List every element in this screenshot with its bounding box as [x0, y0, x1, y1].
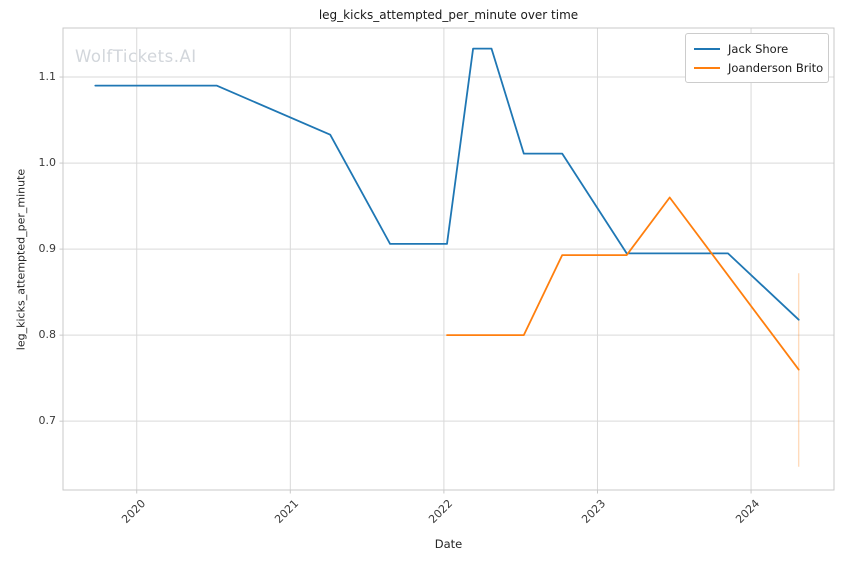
watermark: WolfTickets.AI	[75, 47, 197, 66]
series-line-joanderson-brito	[446, 196, 800, 371]
y-tick-label: 1.1	[38, 70, 57, 84]
legend-item-jack-shore: Jack Shore	[692, 39, 821, 58]
y-tick-label: 1.0	[38, 156, 57, 170]
y-tick-label: 0.9	[38, 242, 57, 256]
chart-title: leg_kicks_attempted_per_minute over time	[318, 8, 579, 22]
legend: Jack Shore Joanderson Brito	[685, 33, 829, 83]
y-tick-label: 0.8	[38, 328, 57, 342]
legend-line-sample-joanderson-brito	[694, 66, 720, 69]
plot-border	[62, 27, 835, 491]
series-line-jack-shore	[94, 47, 800, 321]
legend-label: Joanderson Brito	[728, 60, 824, 75]
y-axis-label: leg_kicks_attempted_per_minute	[14, 168, 28, 351]
legend-line-sample-jack-shore	[694, 47, 720, 50]
legend-item-joanderson-brito: Joanderson Brito	[692, 58, 824, 77]
y-tick-label: 0.7	[38, 414, 57, 428]
legend-label: Jack Shore	[728, 41, 789, 56]
x-axis-label: Date	[434, 537, 463, 551]
